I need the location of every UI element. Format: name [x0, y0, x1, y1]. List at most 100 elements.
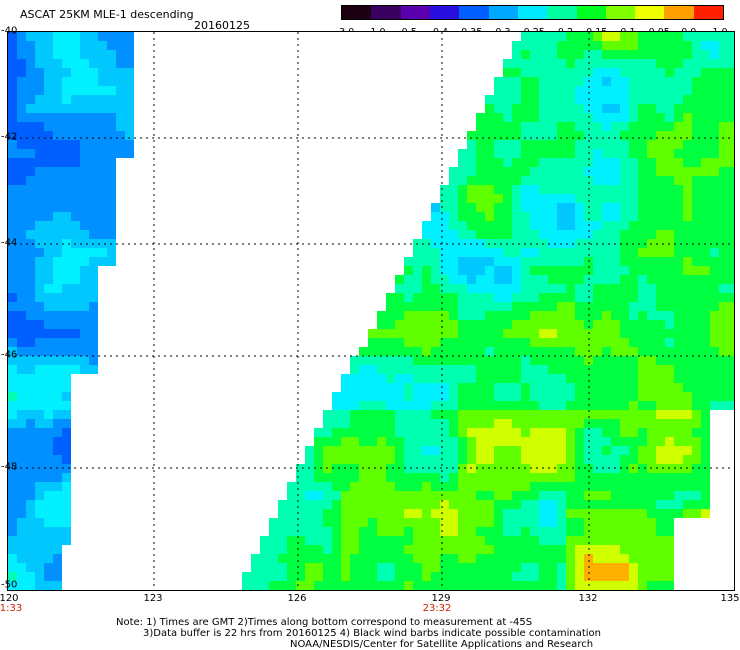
swath-cell [44, 590, 53, 591]
swath-cell [35, 311, 44, 320]
swath-cell [440, 257, 449, 266]
swath-cell [530, 473, 539, 482]
swath-cell [512, 590, 521, 591]
swath-cell [539, 140, 548, 149]
swath-cell [98, 122, 107, 131]
swath-cell [665, 563, 674, 572]
swath-cell [368, 401, 377, 410]
swath-cell [611, 95, 620, 104]
swath-cell [593, 149, 602, 158]
swath-cell [512, 572, 521, 581]
swath-cell [449, 482, 458, 491]
swath-cell [125, 50, 134, 59]
swath-cell [719, 320, 728, 329]
swath-cell [539, 311, 548, 320]
swath-cell [314, 572, 323, 581]
swath-cell [638, 185, 647, 194]
swath-cell [395, 473, 404, 482]
swath-cell [368, 572, 377, 581]
swath-cell [539, 536, 548, 545]
swath-cell [611, 302, 620, 311]
swath-cell [314, 581, 323, 590]
swath-cell [728, 59, 734, 68]
swath-cell [89, 275, 98, 284]
swath-cell [611, 410, 620, 419]
swath-cell [539, 437, 548, 446]
swath-cell [656, 473, 665, 482]
swath-cell [80, 347, 89, 356]
swath-cell [620, 410, 629, 419]
swath-cell [602, 572, 611, 581]
swath-cell [638, 329, 647, 338]
swath-cell [557, 68, 566, 77]
swath-cell [638, 275, 647, 284]
swath-cell [62, 167, 71, 176]
swath-cell [521, 104, 530, 113]
swath-cell [656, 86, 665, 95]
swath-cell [575, 77, 584, 86]
swath-cell [71, 194, 80, 203]
swath-cell [485, 329, 494, 338]
swath-cell [350, 500, 359, 509]
swath-cell [593, 167, 602, 176]
swath-cell [647, 293, 656, 302]
swath-cell [332, 401, 341, 410]
swath-cell [602, 257, 611, 266]
swath-cell [683, 59, 692, 68]
swath-cell [8, 536, 17, 545]
swath-cell [557, 149, 566, 158]
swath-cell [602, 401, 611, 410]
swath-cell [521, 302, 530, 311]
swath-cell [26, 446, 35, 455]
swath-cell [566, 545, 575, 554]
swath-cell [692, 446, 701, 455]
swath-cell [575, 563, 584, 572]
swath-cell [62, 374, 71, 383]
swath-cell [440, 491, 449, 500]
swath-cell [566, 104, 575, 113]
swath-cell [629, 536, 638, 545]
swath-cell [62, 491, 71, 500]
swath-cell [467, 365, 476, 374]
swath-cell [71, 167, 80, 176]
swath-cell [611, 545, 620, 554]
swath-cell [395, 419, 404, 428]
swath-cell [278, 563, 287, 572]
swath-cell [656, 212, 665, 221]
swath-cell [107, 131, 116, 140]
swath-cell [377, 392, 386, 401]
swath-cell [548, 122, 557, 131]
swath-cell [602, 122, 611, 131]
swath-cell [98, 221, 107, 230]
swath-cell [17, 158, 26, 167]
swath-cell [611, 68, 620, 77]
swath-cell [557, 392, 566, 401]
swath-cell [539, 86, 548, 95]
swath-cell [521, 266, 530, 275]
swath-cell [458, 590, 467, 591]
swath-cell [458, 185, 467, 194]
swath-cell [485, 572, 494, 581]
swath-cell [584, 500, 593, 509]
swath-cell [701, 194, 710, 203]
swath-cell [17, 140, 26, 149]
swath-cell [35, 401, 44, 410]
swath-cell [395, 509, 404, 518]
swath-cell [629, 446, 638, 455]
swath-cell [530, 284, 539, 293]
swath-cell [557, 428, 566, 437]
swath-cell [548, 320, 557, 329]
swath-cell [476, 437, 485, 446]
swath-cell [80, 194, 89, 203]
swath-cell [494, 104, 503, 113]
swath-cell [323, 563, 332, 572]
swath-cell [368, 338, 377, 347]
swath-cell [485, 275, 494, 284]
swath-cell [629, 41, 638, 50]
swath-cell [35, 473, 44, 482]
swath-cell [575, 140, 584, 149]
swath-cell [692, 275, 701, 284]
swath-cell [638, 347, 647, 356]
swath-cell [377, 338, 386, 347]
swath-cell [17, 212, 26, 221]
